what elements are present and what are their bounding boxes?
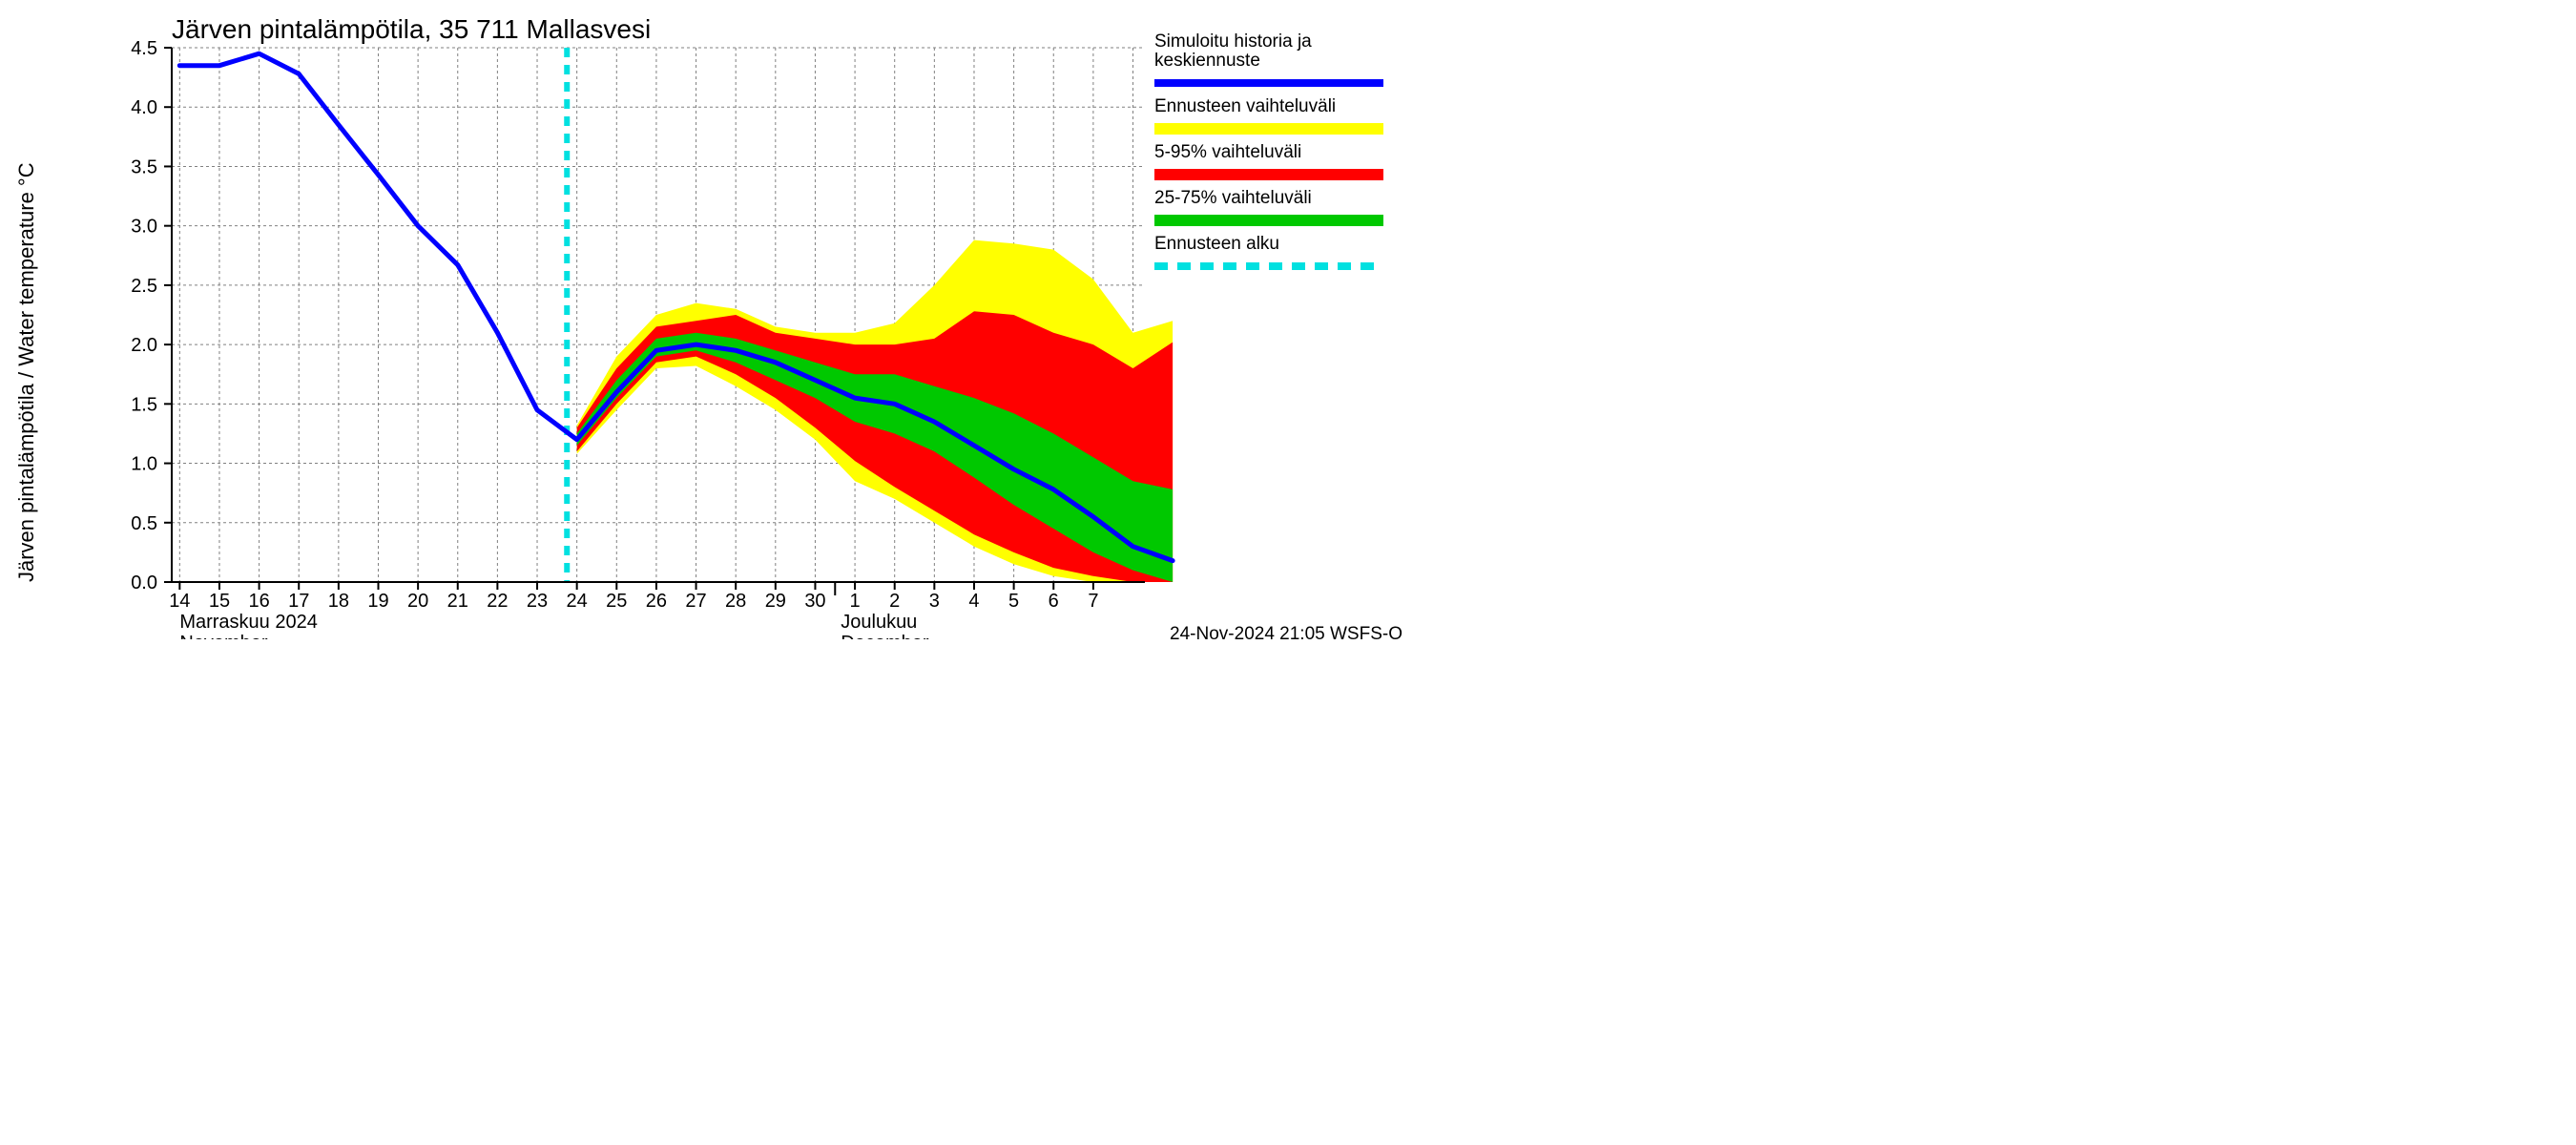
y-tick-label: 4.0 — [131, 97, 157, 118]
legend-label: Simuloitu historia ja — [1154, 31, 1312, 52]
x-tick-label: 28 — [725, 591, 746, 612]
month1-fi: Marraskuu 2024 — [179, 612, 318, 633]
chart-footer: 24-Nov-2024 21:05 WSFS-O — [1170, 624, 1402, 639]
y-tick-label: 0.5 — [131, 513, 157, 534]
x-tick-label: 23 — [527, 591, 548, 612]
y-tick-label: 4.5 — [131, 38, 157, 59]
legend-label: Ennusteen vaihteluväli — [1154, 96, 1336, 116]
legend-swatch — [1154, 123, 1383, 135]
x-tick-label: 4 — [968, 591, 979, 612]
x-tick-label: 19 — [367, 591, 388, 612]
x-tick-label: 29 — [765, 591, 786, 612]
x-tick-label: 3 — [929, 591, 940, 612]
x-tick-label: 14 — [169, 591, 190, 612]
legend-label: 25-75% vaihteluväli — [1154, 188, 1312, 208]
legend-label: keskiennuste — [1154, 51, 1260, 71]
x-tick-label: 15 — [209, 591, 230, 612]
y-tick-label: 1.5 — [131, 394, 157, 415]
legend-swatch — [1154, 169, 1383, 180]
x-tick-label: 24 — [567, 591, 588, 612]
x-tick-label: 30 — [804, 591, 825, 612]
y-tick-label: 3.0 — [131, 217, 157, 238]
x-tick-label: 1 — [850, 591, 861, 612]
x-tick-label: 7 — [1088, 591, 1098, 612]
legend-label: 5-95% vaihteluväli — [1154, 142, 1301, 162]
month1-en: November — [179, 633, 268, 639]
x-tick-label: 27 — [685, 591, 706, 612]
x-tick-label: 25 — [606, 591, 627, 612]
y-tick-label: 3.5 — [131, 156, 157, 177]
y-tick-label: 1.0 — [131, 454, 157, 475]
x-tick-label: 20 — [407, 591, 428, 612]
water-temperature-chart: 0.00.51.01.52.02.53.03.54.04.51415161718… — [0, 0, 1431, 639]
y-tick-label: 2.0 — [131, 335, 157, 356]
chart-svg: 0.00.51.01.52.02.53.03.54.04.51415161718… — [0, 0, 1431, 639]
x-tick-label: 2 — [889, 591, 900, 612]
month2-fi: Joulukuu — [841, 612, 917, 633]
month2-en: December — [841, 633, 929, 639]
x-tick-label: 16 — [248, 591, 269, 612]
legend-label: Ennusteen alku — [1154, 234, 1279, 254]
y-tick-label: 2.5 — [131, 276, 157, 297]
x-tick-label: 17 — [288, 591, 309, 612]
x-tick-label: 6 — [1049, 591, 1059, 612]
y-axis-label: Järven pintalämpötila / Water temperatur… — [14, 162, 38, 582]
x-tick-label: 22 — [487, 591, 508, 612]
x-tick-label: 5 — [1008, 591, 1019, 612]
x-tick-label: 18 — [328, 591, 349, 612]
x-tick-label: 26 — [646, 591, 667, 612]
x-tick-label: 21 — [447, 591, 468, 612]
legend-swatch — [1154, 215, 1383, 226]
chart-title: Järven pintalämpötila, 35 711 Mallasvesi — [172, 14, 651, 44]
y-tick-label: 0.0 — [131, 572, 157, 593]
